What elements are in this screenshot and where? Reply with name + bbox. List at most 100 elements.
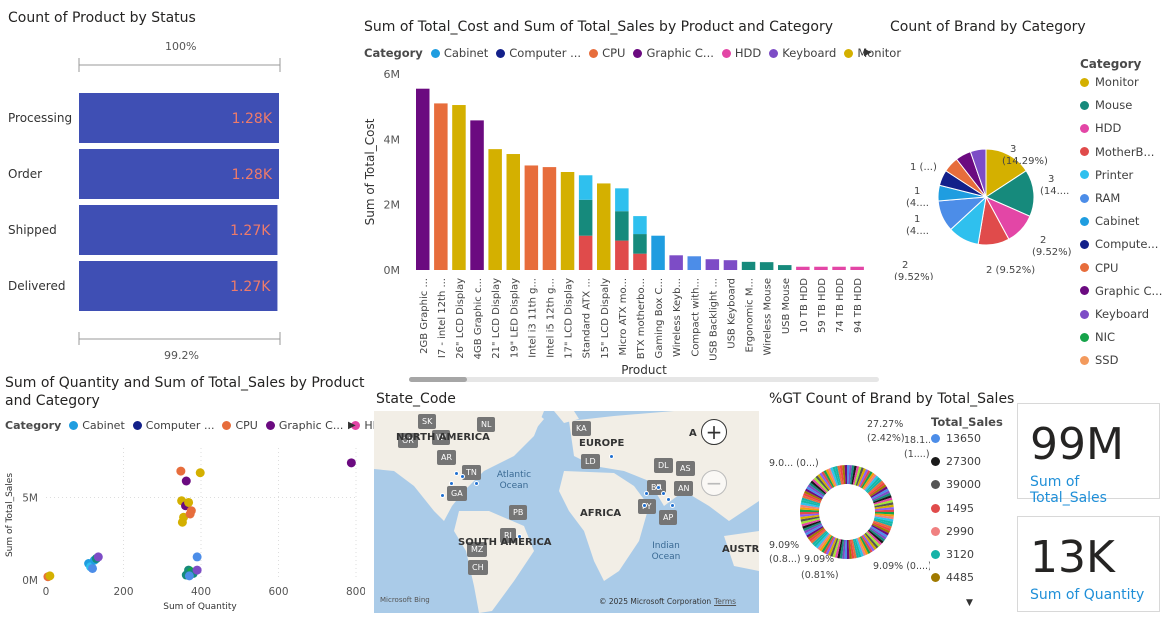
donut-slice[interactable] xyxy=(858,536,869,555)
donut-slice[interactable] xyxy=(806,526,824,538)
cost-bar[interactable] xyxy=(578,199,593,236)
legend-scroll-down-arrow[interactable]: ▼ xyxy=(966,598,973,608)
cost-bar[interactable] xyxy=(850,266,864,270)
donut-slice[interactable] xyxy=(873,520,892,529)
cost-bar[interactable] xyxy=(578,175,593,200)
donut-slice[interactable] xyxy=(815,475,830,492)
donut-slice[interactable] xyxy=(859,470,871,488)
map-state-label-ga[interactable]: GA xyxy=(447,486,467,501)
donut-slice[interactable] xyxy=(815,532,830,549)
donut-legend-item[interactable]: 2990 xyxy=(931,525,974,538)
map-state-label-ap[interactable]: AP xyxy=(659,510,678,525)
donut-legend-item[interactable]: 4485 xyxy=(931,571,974,584)
donut-slice[interactable] xyxy=(837,465,843,485)
pie-legend-item[interactable]: Monitor xyxy=(1080,75,1139,89)
cost-bar[interactable] xyxy=(560,172,575,270)
pie-slice[interactable] xyxy=(984,170,1035,217)
donut-slice[interactable] xyxy=(803,522,822,532)
donut-slice[interactable] xyxy=(865,531,881,547)
donut-slice[interactable] xyxy=(834,466,842,485)
donut-slice[interactable] xyxy=(800,516,820,522)
map-point[interactable] xyxy=(454,471,459,476)
map-state-label-or[interactable]: OR xyxy=(398,433,418,448)
map-point[interactable] xyxy=(666,497,671,502)
cost-bar[interactable] xyxy=(759,262,774,270)
donut-slice[interactable] xyxy=(804,490,823,501)
cost-bar[interactable] xyxy=(615,188,629,212)
cost-bar[interactable] xyxy=(633,253,647,270)
donut-slice[interactable] xyxy=(800,507,820,511)
donut-slice[interactable] xyxy=(801,499,820,507)
cost-bar[interactable] xyxy=(524,165,539,270)
donut-slice[interactable] xyxy=(861,471,873,489)
cost-bar[interactable] xyxy=(832,266,846,270)
cost-bar[interactable] xyxy=(796,266,810,270)
donut-slice[interactable] xyxy=(823,470,835,488)
donut-slice[interactable] xyxy=(851,539,857,559)
map-point[interactable] xyxy=(449,481,454,486)
donut-slice[interactable] xyxy=(834,539,842,558)
donut-slice[interactable] xyxy=(855,538,864,557)
donut-slice[interactable] xyxy=(827,468,837,487)
map-zoom-in-button[interactable]: + xyxy=(701,419,727,445)
donut-slice[interactable] xyxy=(872,522,891,532)
pie-legend-item[interactable]: Keyboard xyxy=(1080,307,1149,321)
cost-bar[interactable] xyxy=(723,260,738,270)
map-state-label-dl[interactable]: DL xyxy=(654,458,673,473)
donut-slice[interactable] xyxy=(874,504,894,510)
donut-slice[interactable] xyxy=(842,539,846,559)
donut-slice[interactable] xyxy=(865,477,881,493)
map-point[interactable] xyxy=(661,491,666,496)
donut-slice[interactable] xyxy=(870,486,888,498)
donut-slice[interactable] xyxy=(807,484,825,497)
legend-next-arrow[interactable]: ▶ xyxy=(864,47,872,58)
cost-bar[interactable] xyxy=(651,235,665,270)
donut-slice[interactable] xyxy=(863,533,877,551)
pie-legend-item[interactable]: RAM xyxy=(1080,191,1120,205)
legend-item[interactable]: Cabinet xyxy=(430,46,488,60)
donut-slice[interactable] xyxy=(871,490,890,501)
donut-slice[interactable] xyxy=(874,514,894,520)
donut-slice[interactable] xyxy=(874,502,894,508)
map-state-label-ka[interactable]: KA xyxy=(572,421,591,436)
map-point[interactable] xyxy=(670,503,675,508)
pie-legend-item[interactable]: Printer xyxy=(1080,168,1133,182)
donut-legend-item[interactable]: 27300 xyxy=(931,455,981,468)
cost-bar[interactable] xyxy=(416,88,430,270)
donut-slice[interactable] xyxy=(804,523,823,534)
map-state-label-ld[interactable]: LD xyxy=(581,454,600,469)
map-state-label-mz[interactable]: MZ xyxy=(467,542,488,557)
status-bar-order[interactable] xyxy=(79,149,279,199)
donut-slice[interactable] xyxy=(823,536,835,554)
donut-slice[interactable] xyxy=(874,517,893,525)
donut-slice[interactable] xyxy=(869,484,887,497)
donut-slice[interactable] xyxy=(800,509,820,512)
donut-legend-item[interactable]: 3120 xyxy=(931,548,974,561)
donut-slice[interactable] xyxy=(801,519,821,527)
legend-item[interactable]: Graphic C... xyxy=(265,419,343,432)
scatter-point[interactable] xyxy=(346,458,356,468)
donut-slice[interactable] xyxy=(817,533,831,551)
donut-slice[interactable] xyxy=(871,488,889,500)
pie-legend-item[interactable]: Graphic C... xyxy=(1080,284,1162,298)
pie-legend-item[interactable]: Cabinet xyxy=(1080,214,1139,228)
donut-slice[interactable] xyxy=(812,478,828,494)
donut-slice[interactable] xyxy=(871,524,889,536)
donut-slice[interactable] xyxy=(858,469,869,488)
donut-slice[interactable] xyxy=(844,465,847,485)
donut-slice[interactable] xyxy=(848,539,852,559)
donut-slice[interactable] xyxy=(847,539,850,559)
legend-item[interactable]: CPU xyxy=(222,419,258,432)
donut-slice[interactable] xyxy=(821,535,833,553)
pie-legend-item[interactable]: SSD xyxy=(1080,353,1118,367)
donut-slice[interactable] xyxy=(813,531,829,547)
donut-legend-item[interactable]: 13650 xyxy=(931,432,981,445)
donut-slice[interactable] xyxy=(854,466,862,486)
donut-slice[interactable] xyxy=(810,529,827,544)
donut-slice[interactable] xyxy=(839,539,845,559)
donut-slice[interactable] xyxy=(852,539,860,558)
map-point[interactable] xyxy=(609,454,614,459)
donut-slice[interactable] xyxy=(862,534,875,552)
map-state-label-tn[interactable]: TN xyxy=(462,465,481,480)
donut-slice[interactable] xyxy=(837,539,843,559)
